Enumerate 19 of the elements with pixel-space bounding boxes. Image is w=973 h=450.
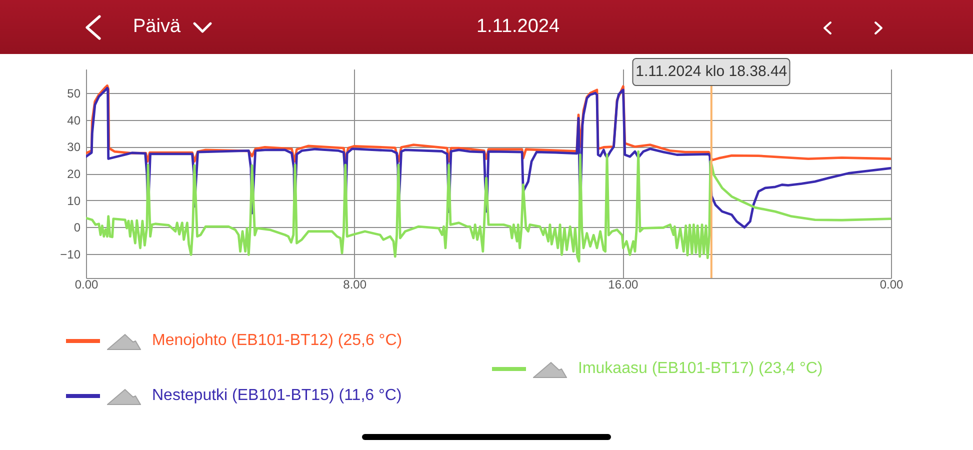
x-tick-label: 0.00 [880, 278, 904, 292]
y-tick-label: −10 [60, 247, 81, 262]
y-tick-label: 20 [67, 167, 81, 181]
line-series [86, 150, 891, 263]
ref-line-label: 1.11.2024 klo 18.38.44 [632, 58, 790, 86]
x-tick-label: 8.00 [343, 278, 367, 292]
text: Imukaasu (EB101-BT17) (23,4 °C) [578, 359, 823, 379]
chart-title: 1.11.2024 [475, 16, 561, 38]
text: Nesteputki (EB101-BT15) (11,6 °C) [152, 386, 402, 406]
y-tick-label: 50 [67, 86, 81, 101]
y-tick-label: 0 [74, 220, 81, 235]
y-tick-label: 30 [67, 140, 81, 154]
x-tick-label: 16.00 [608, 278, 639, 292]
line-series [86, 84, 891, 163]
text: Päivä [133, 16, 181, 38]
y-tick-label: 10 [67, 194, 81, 208]
text: Menojohto (EB101-BT12) (25,6 °C) [152, 331, 402, 351]
x-tick-label: 0.00 [74, 278, 98, 292]
y-tick-label: 40 [67, 113, 81, 128]
